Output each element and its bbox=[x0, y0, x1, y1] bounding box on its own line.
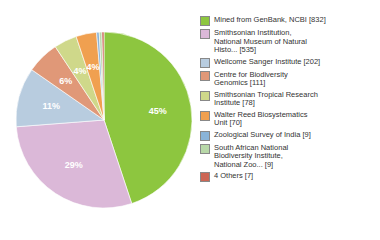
html-text:Wellcome Sanger Institute [202: Wellcome Sanger Institute [202] bbox=[214, 56, 321, 66]
svg-text:45%: 45% bbox=[149, 106, 167, 116]
html-text:South African National Biodive: South African National Biodiversity Inst… bbox=[214, 142, 289, 169]
svg-text:6%: 6% bbox=[59, 76, 72, 86]
html-text:Zoological Survey of India [9]: Zoological Survey of India [9] bbox=[214, 129, 311, 139]
html-text:Smithsonian Institution, Natio: Smithsonian Institution, National Museum… bbox=[214, 28, 307, 54]
svg-text:4%: 4% bbox=[74, 66, 87, 76]
html-text:Smithsonian Tropical Research: Smithsonian Tropical Research Institute … bbox=[214, 89, 318, 107]
html-text:Centre for Biodiversity Genomi: Centre for Biodiversity Genomics [111] bbox=[214, 69, 288, 87]
svg-text:11%: 11% bbox=[43, 101, 61, 111]
html-text:Walter Reed Biosystematics Uni: Walter Reed Biosystematics Unit [70] bbox=[214, 109, 308, 127]
html-text:Mined from GenBank, NCBI [832]: Mined from GenBank, NCBI [832] bbox=[214, 15, 326, 24]
svg-text:4%: 4% bbox=[86, 62, 99, 72]
html-text:4 Others [7]: 4 Others [7] bbox=[214, 171, 254, 180]
svg-text:29%: 29% bbox=[65, 160, 83, 170]
